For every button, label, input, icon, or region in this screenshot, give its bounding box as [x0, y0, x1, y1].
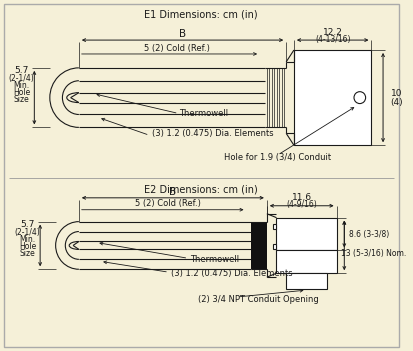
Text: 5.7: 5.7	[14, 66, 29, 75]
Text: Thermowell: Thermowell	[179, 109, 228, 118]
Text: 5 (2) Cold (Ref.): 5 (2) Cold (Ref.)	[135, 199, 200, 208]
Text: Size: Size	[20, 249, 36, 258]
Text: (4-13/16): (4-13/16)	[315, 35, 351, 44]
Text: (2) 3/4 NPT Conduit Opening: (2) 3/4 NPT Conduit Opening	[198, 294, 318, 304]
Bar	[273, 244, 276, 250]
Text: (2-1/4): (2-1/4)	[9, 74, 35, 83]
Text: (4): (4)	[390, 98, 403, 107]
Bar	[273, 224, 276, 229]
Text: (3) 1.2 (0.475) Dia. Elements: (3) 1.2 (0.475) Dia. Elements	[171, 269, 292, 278]
Bar	[294, 50, 371, 145]
Bar	[252, 221, 267, 269]
Text: 12.2: 12.2	[323, 28, 343, 37]
Text: (2-1/4): (2-1/4)	[15, 228, 40, 237]
Text: Min.: Min.	[14, 81, 30, 90]
Text: (4-9/16): (4-9/16)	[286, 200, 317, 209]
Text: 11.6: 11.6	[292, 193, 312, 202]
Circle shape	[354, 92, 366, 104]
Text: Thermowell: Thermowell	[190, 255, 240, 264]
Text: Hole: Hole	[13, 88, 31, 97]
Bar	[276, 250, 337, 273]
Text: 13 (5-3/16) Nom.: 13 (5-3/16) Nom.	[341, 249, 406, 258]
Text: 8.6 (3-3/8): 8.6 (3-3/8)	[349, 230, 389, 239]
Text: B: B	[179, 29, 186, 39]
Text: E2 Dimensions: cm (in): E2 Dimensions: cm (in)	[144, 185, 258, 195]
Text: 5.7: 5.7	[20, 220, 35, 229]
Text: Min.: Min.	[19, 235, 36, 244]
Text: Size: Size	[14, 95, 30, 104]
Bar	[286, 273, 327, 289]
Text: 10: 10	[391, 89, 402, 98]
Text: (3) 1.2 (0.475) Dia. Elements: (3) 1.2 (0.475) Dia. Elements	[152, 129, 273, 138]
Text: 5 (2) Cold (Ref.): 5 (2) Cold (Ref.)	[144, 44, 210, 53]
Text: B: B	[169, 187, 176, 197]
Bar	[276, 218, 337, 250]
Text: E1 Dimensions: cm (in): E1 Dimensions: cm (in)	[144, 9, 258, 19]
Text: Hole: Hole	[19, 242, 36, 251]
Text: Hole for 1.9 (3/4) Conduit: Hole for 1.9 (3/4) Conduit	[224, 153, 331, 162]
